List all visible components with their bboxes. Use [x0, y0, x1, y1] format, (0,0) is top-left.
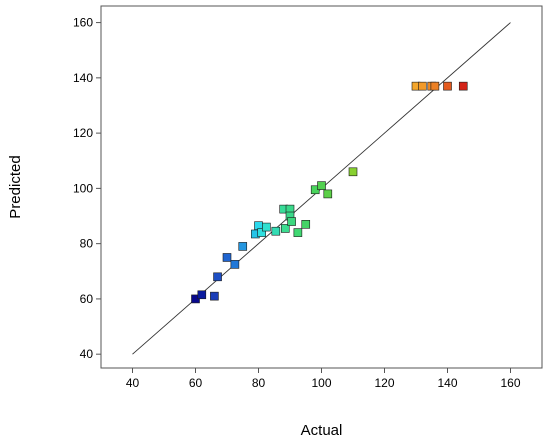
- data-point: [323, 189, 333, 199]
- data-point: [262, 222, 271, 232]
- x-tick-label: 40: [126, 376, 140, 390]
- y-axis-ticks: 40 60 80 100 120 140 160: [73, 16, 101, 361]
- data-point: [301, 220, 311, 229]
- data-point: [458, 81, 468, 91]
- data-point: [210, 291, 219, 301]
- x-tick-label: 80: [252, 376, 266, 390]
- data-point: [257, 228, 266, 237]
- y-tick-label: 60: [80, 292, 94, 306]
- y-tick-label: 120: [73, 126, 93, 140]
- data-point: [317, 181, 326, 190]
- x-tick-label: 120: [374, 376, 394, 390]
- x-tick-label: 160: [500, 376, 520, 390]
- x-tick-label: 100: [311, 376, 331, 390]
- x-axis-title: Actual: [301, 422, 343, 439]
- data-points: [191, 81, 468, 304]
- x-tick-label: 60: [189, 376, 203, 390]
- data-point: [230, 260, 240, 269]
- y-tick-label: 40: [80, 347, 94, 361]
- x-axis-ticks: 40 60 80 100 120 140 160: [126, 368, 521, 390]
- data-point: [430, 81, 440, 91]
- data-point: [287, 217, 296, 226]
- y-tick-label: 140: [73, 71, 93, 85]
- y-axis-title: Predicted: [7, 155, 24, 218]
- data-point: [197, 290, 207, 300]
- data-point: [238, 242, 248, 251]
- data-point: [348, 167, 358, 177]
- data-point: [271, 226, 281, 236]
- data-point: [443, 81, 452, 91]
- y-tick-label: 160: [73, 16, 93, 30]
- data-point: [417, 81, 427, 91]
- data-point: [293, 228, 303, 237]
- x-tick-label: 140: [437, 376, 457, 390]
- data-point: [280, 224, 290, 233]
- data-point: [222, 253, 232, 262]
- y-tick-label: 80: [80, 237, 94, 251]
- y-tick-label: 100: [73, 181, 93, 195]
- data-point: [213, 272, 222, 282]
